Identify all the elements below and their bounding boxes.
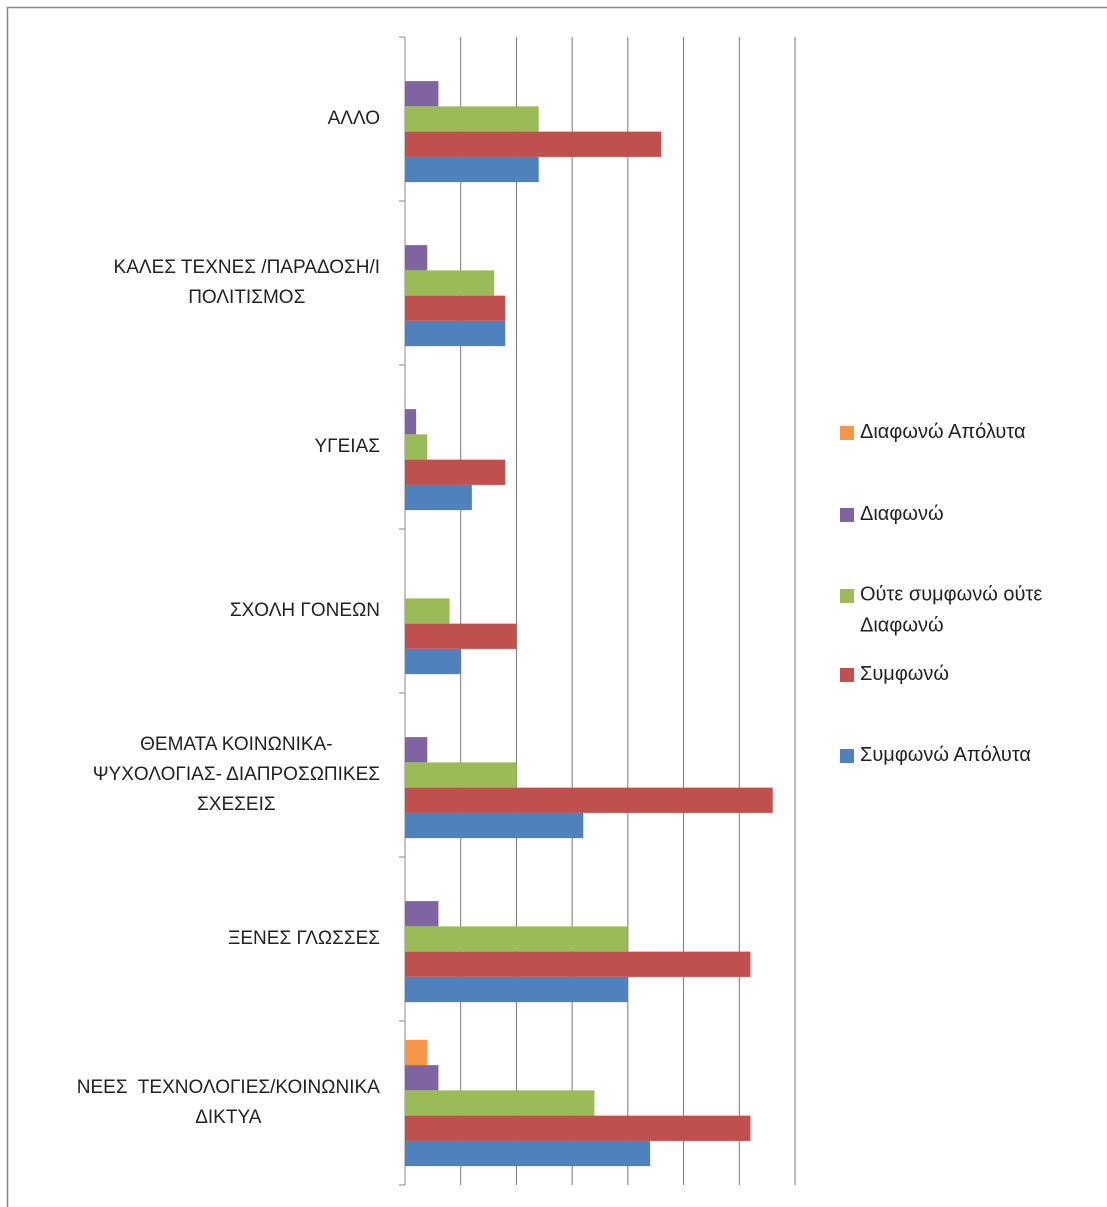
bar (405, 320, 506, 347)
bar (405, 648, 461, 675)
bar (405, 245, 428, 271)
y-tick-label: ΝΕΕΣ ΤΕΧΝΟΛΟΓΙΕΣ/ΚΟΙΝΩΝΙΚΑ ΔΙΚΤΥΑ (77, 1077, 380, 1128)
frame (6, 6, 1107, 1207)
y-tick-label: ΚΑΛΕΣ ΤΕΧΝΕΣ /ΠΑΡΑΔΟΣΗ/Ι ΠΟΛΙΤΙΣΜΟΣ (114, 257, 380, 308)
bar (405, 598, 450, 624)
legend-label: Ούτε συμφωνώ ούτε Διαφωνώ (860, 584, 1042, 637)
bar (405, 976, 628, 1003)
bar (405, 623, 517, 649)
bar (405, 295, 506, 321)
bar (405, 737, 428, 763)
legend-swatch (840, 508, 854, 522)
bar (405, 951, 751, 977)
y-tick-label: ΥΓΕΙΑΣ (314, 436, 380, 457)
legend-label: Διαφωνώ (860, 503, 944, 525)
bar (405, 926, 628, 952)
bar (405, 1090, 595, 1116)
bar (405, 812, 584, 839)
bar (405, 270, 495, 296)
bar (405, 901, 439, 927)
bar (405, 1140, 651, 1167)
bar (405, 409, 417, 435)
bar (405, 131, 662, 157)
y-tick-label: ΣΧΟΛΗ ΓΟΝΕΩΝ (230, 600, 380, 621)
bar (405, 484, 472, 511)
bar (405, 106, 539, 132)
legend-label: Συμφωνώ (860, 663, 949, 685)
legend-swatch (840, 749, 854, 763)
bar (405, 81, 439, 107)
bar (405, 459, 506, 485)
legend-label: Συμφωνώ Απόλυτα (860, 744, 1031, 766)
bar (405, 762, 517, 788)
bar (405, 156, 539, 183)
bar (405, 787, 773, 813)
legend-swatch (840, 426, 854, 440)
legend-label: Διαφωνώ Απόλυτα (860, 421, 1026, 443)
bar (405, 1065, 439, 1091)
bar (405, 434, 428, 460)
bar (405, 1115, 751, 1141)
y-tick-label: ΘΕΜΑΤΑ ΚΟΙΝΩΝΙΚΑ-ΨΥΧΟΛΟΓΙΑΣ- ΔΙΑΠΡΟΣΩΠΙΚ… (93, 734, 380, 815)
y-tick-label: ΑΛΛΟ (328, 108, 380, 129)
bar (405, 1039, 428, 1066)
legend-swatch (840, 589, 854, 603)
legend-swatch (840, 668, 854, 682)
y-tick-label: ΞΕΝΕΣ ΓΛΩΣΣΕΣ (228, 928, 380, 949)
